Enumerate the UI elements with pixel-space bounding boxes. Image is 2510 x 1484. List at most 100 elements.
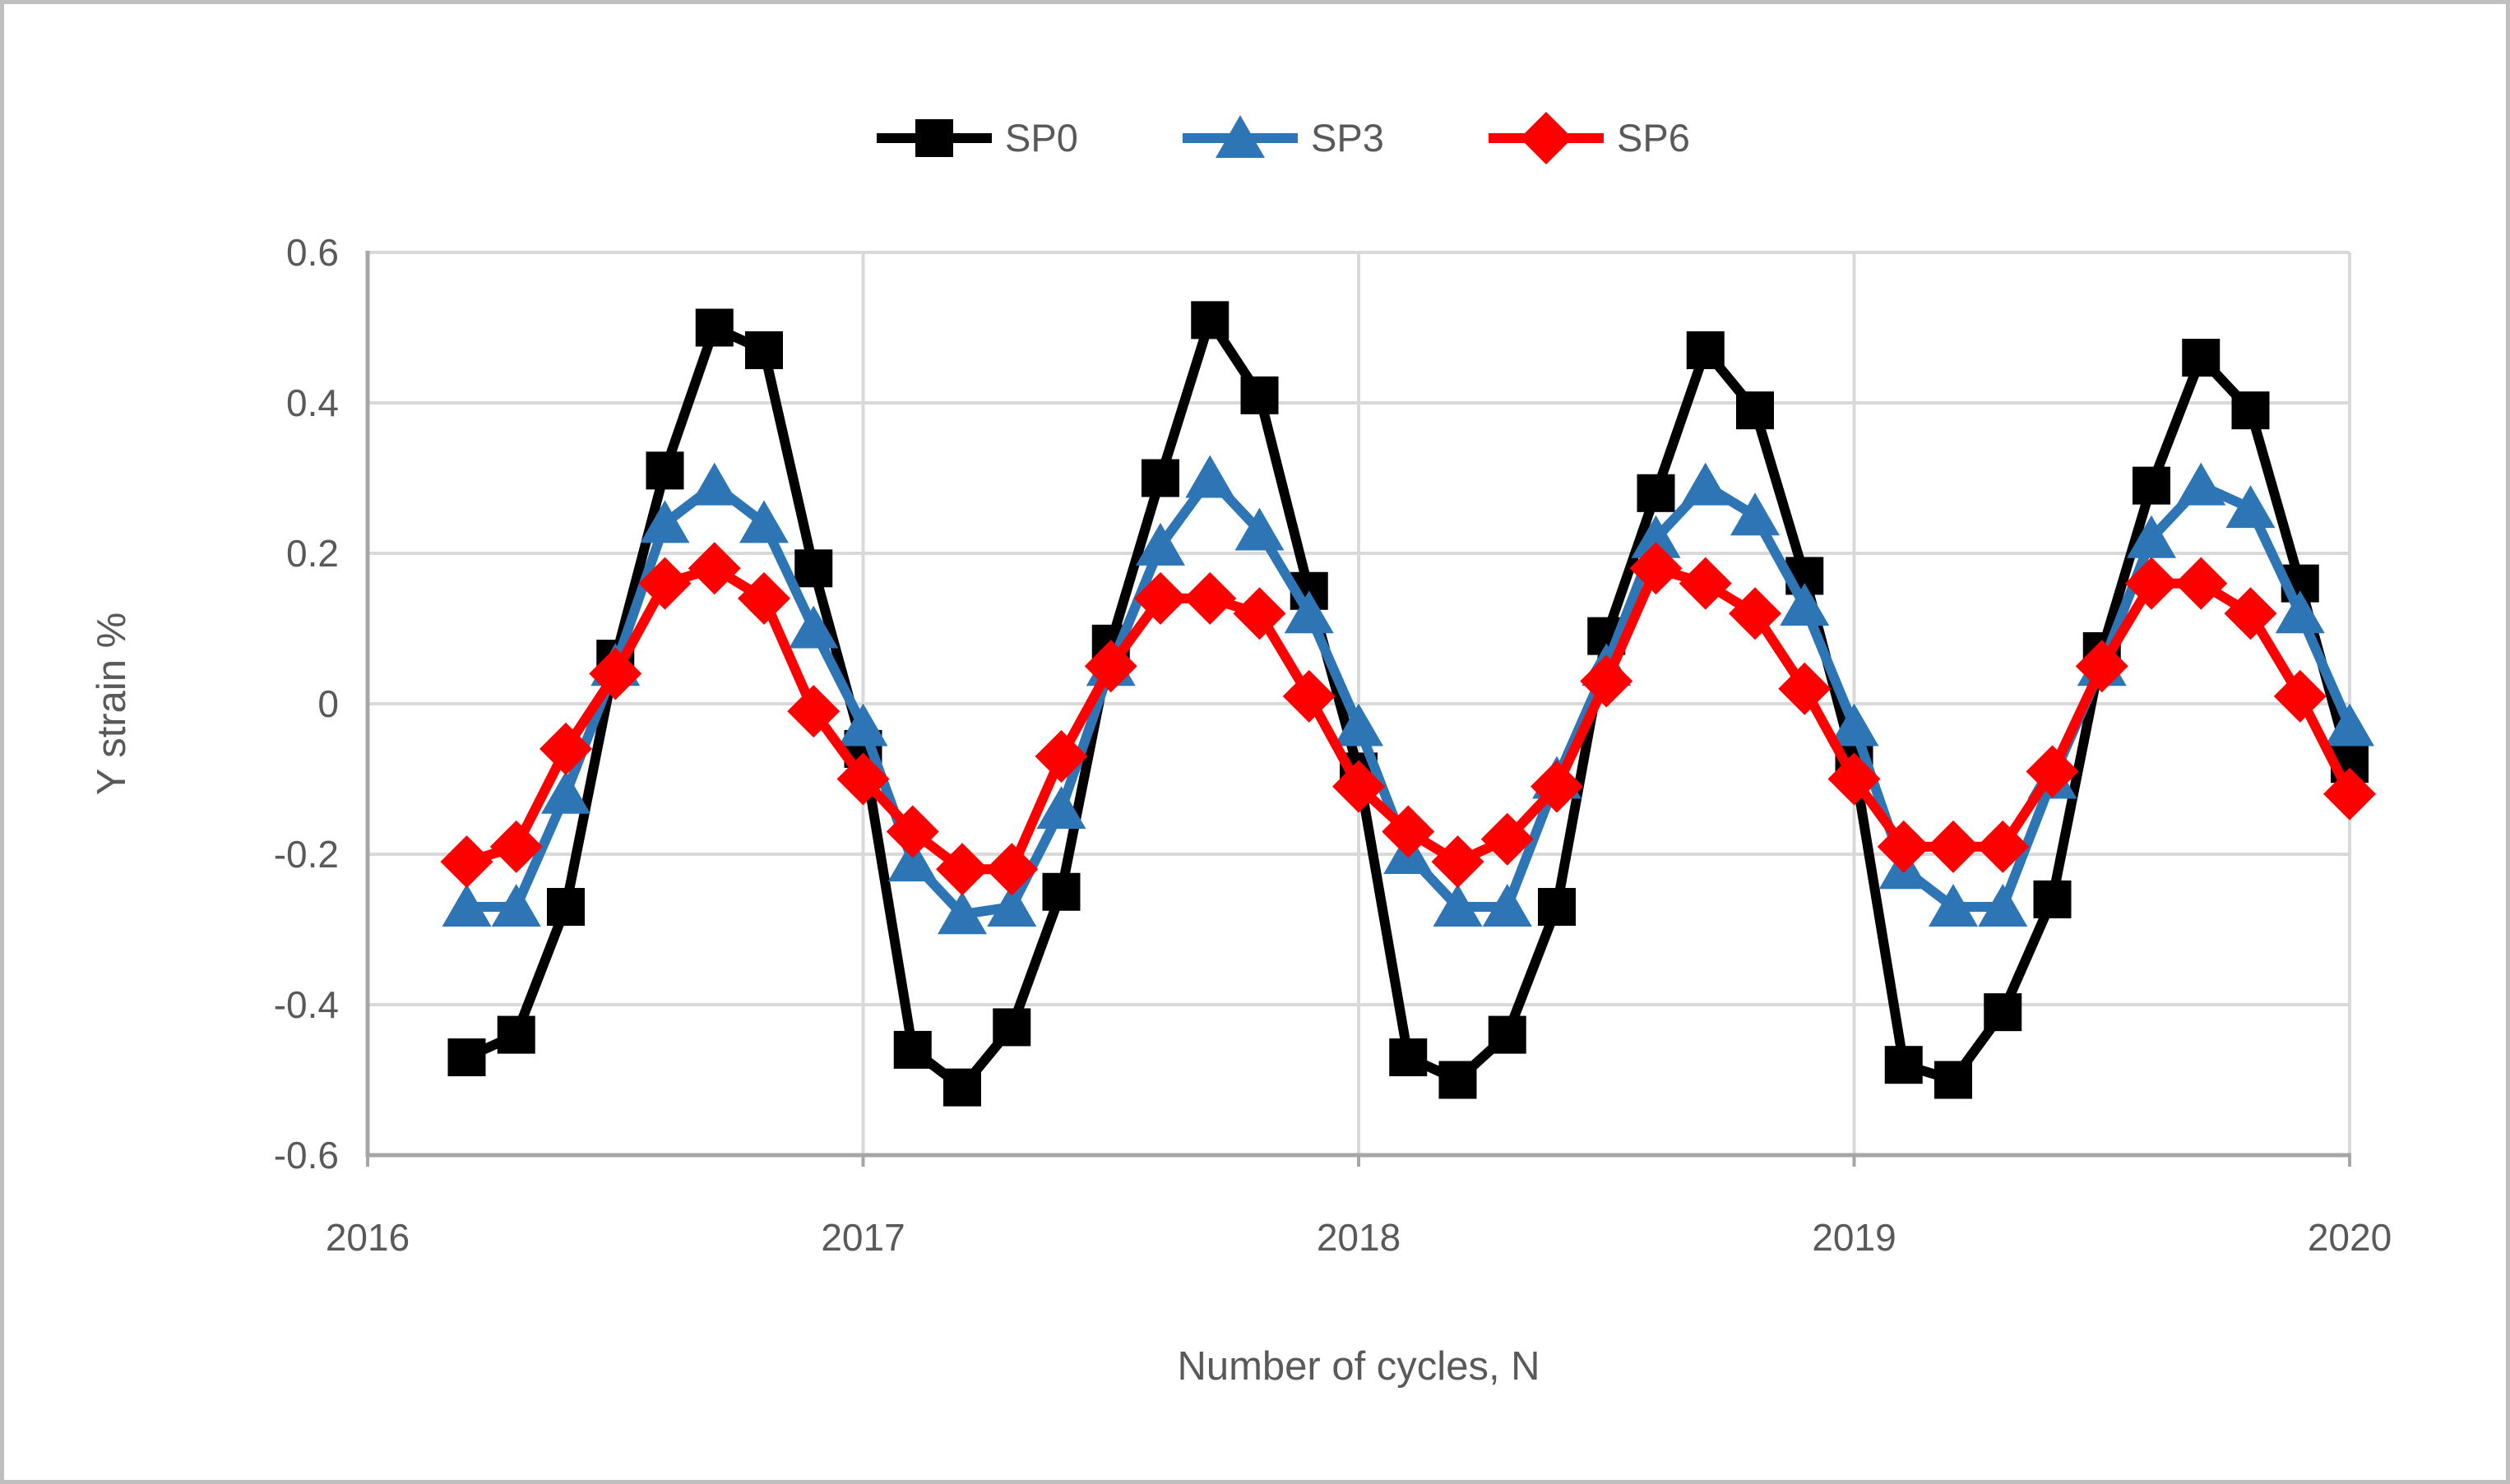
data-point-sp0 [646,451,684,490]
data-point-sp3 [1780,583,1830,626]
data-point-sp0 [1538,888,1576,927]
data-point-sp3 [491,884,541,927]
series-sp6 [440,542,2376,896]
data-point-sp3 [1036,786,1086,830]
x-tick-label: 2019 [1812,1216,1896,1259]
data-point-sp6 [1431,835,1484,889]
data-point-sp6 [1282,669,1336,723]
data-point-sp6 [738,571,790,625]
data-point-sp6 [589,647,642,700]
y-tick-label: 0.4 [286,381,339,424]
data-point-sp3 [1185,455,1235,498]
legend-label-sp6: SP6 [1617,116,1690,159]
x-axis-title: Number of cycles, N [1177,1344,1540,1389]
data-point-sp6 [1580,654,1633,708]
data-point-sp6 [1233,587,1286,640]
data-point-sp0 [893,1030,932,1069]
data-point-sp6 [1827,752,1881,806]
data-point-sp0 [2231,391,2270,430]
data-point-sp6 [540,722,592,775]
data-point-sp3 [1829,703,1879,747]
data-point-sp0 [1191,301,1230,340]
data-point-sp6 [440,835,493,889]
data-point-sp3 [1284,590,1334,634]
data-point-sp6 [2224,587,2277,640]
data-point-sp6 [1035,730,1088,784]
data-point-sp3 [2225,485,2276,529]
data-point-sp3 [541,770,590,814]
y-axis-title: Y strain % [90,613,134,795]
data-point-sp0 [547,888,585,927]
data-point-sp3 [2127,515,2176,558]
data-point-sp6 [1778,662,1832,715]
y-tick-label: 0.6 [286,231,339,274]
data-point-sp6 [1480,812,1534,866]
data-point-sp3 [1730,492,1780,536]
y-tick-label: 0 [317,682,339,725]
data-point-sp0 [2033,880,2072,918]
data-point-sp6 [1084,640,1137,693]
data-point-sp3 [938,891,987,935]
data-point-sp6 [1629,542,1683,595]
data-point-sp0 [447,1038,486,1077]
data-point-sp6 [1927,820,1980,873]
y-tick-label: -0.2 [274,833,339,876]
data-point-sp3 [640,500,690,543]
data-point-sp6 [1134,571,1187,625]
data-point-sp3 [1334,703,1383,747]
data-point-sp6 [936,843,989,896]
data-point-sp3 [442,884,492,927]
x-tick-label: 2020 [2308,1216,2392,1259]
data-point-sp3 [2325,703,2374,747]
data-point-sp3 [1433,884,1483,927]
data-point-sp6 [2323,767,2376,821]
data-point-sp6 [1877,820,1930,873]
y-tick-label: -0.4 [274,983,339,1026]
data-point-sp0 [1389,1038,1428,1077]
axes [365,251,2351,1167]
data-point-sp0 [1884,1046,1923,1084]
legend-marker-sp0 [915,119,953,157]
data-point-sp6 [1183,571,1237,625]
data-point-sp6 [836,752,890,806]
data-point-sp6 [489,820,543,873]
data-point-sp6 [1976,820,2030,873]
data-point-sp6 [2174,557,2228,610]
data-point-sp3 [1978,884,2028,927]
data-point-sp3 [1680,462,1730,506]
data-point-sp0 [943,1068,981,1107]
data-point-sp0 [695,308,734,347]
legend-item-sp0: SP0 [877,116,1078,159]
data-point-sp0 [1142,459,1179,497]
data-point-sp0 [794,549,833,588]
data-point-sp0 [993,1008,1031,1047]
data-point-sp0 [1686,331,1725,369]
data-point-sp0 [1240,376,1279,414]
data-point-sp3 [2176,462,2226,506]
data-point-sp0 [1042,872,1081,911]
data-point-sp6 [688,542,741,595]
legend-label-sp3: SP3 [1311,116,1384,159]
data-point-sp6 [1729,587,1781,640]
data-point-sp0 [2182,339,2221,377]
data-point-sp3 [689,462,739,506]
tick-labels: 0.6 0.4 0.2 0 -0.2 -0.4 -0.6 2016 2017 2018 2019 20… [274,231,2392,1259]
data-point-sp6 [787,685,841,738]
data-point-sp6 [985,843,1039,896]
data-point-sp3 [838,703,888,747]
data-point-sp3 [887,839,938,882]
y-tick-label: 0.2 [286,532,339,575]
y-tick-label: -0.6 [274,1134,339,1177]
data-point-sp6 [886,805,939,858]
data-point-sp0 [2133,466,2170,505]
data-point-sp6 [1332,760,1385,813]
data-point-sp6 [1679,557,1732,610]
data-point-sp6 [2273,669,2327,723]
data-point-sp0 [1438,1061,1477,1099]
data-point-sp0 [497,1015,535,1054]
x-tick-label: 2017 [821,1216,905,1259]
data-point-sp0 [1984,993,2022,1032]
